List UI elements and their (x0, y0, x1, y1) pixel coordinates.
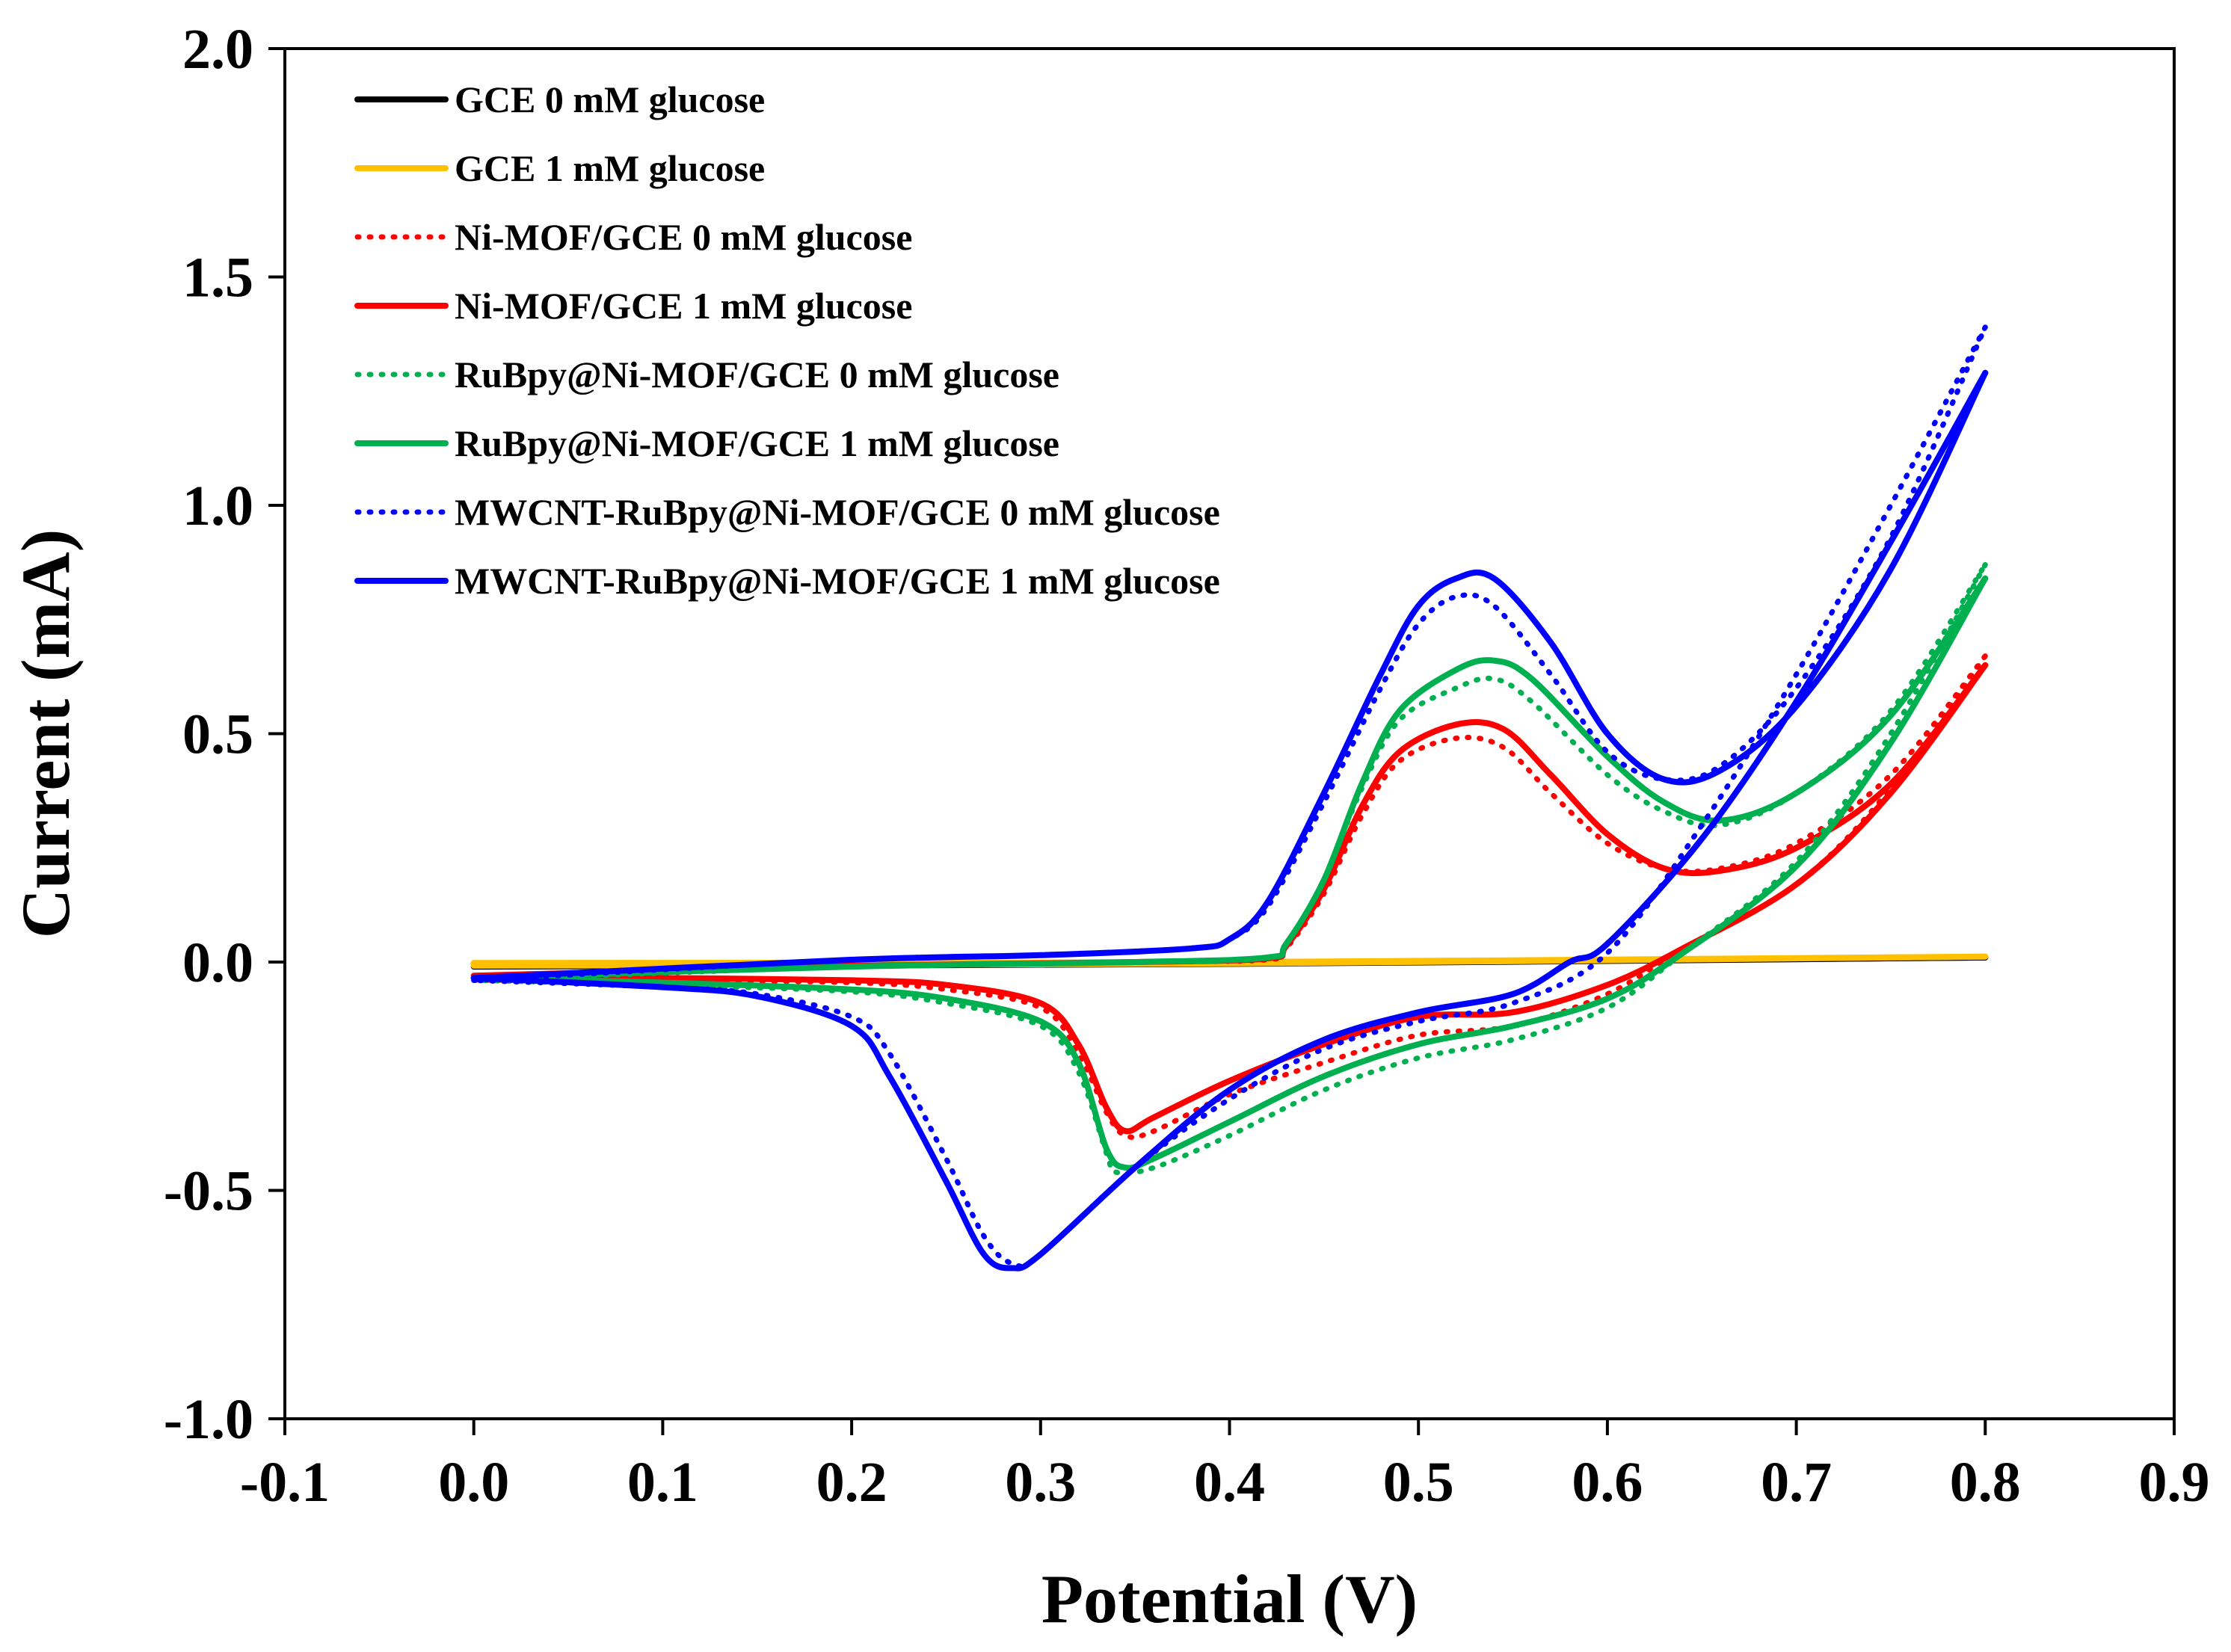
x-axis-title: Potential (V) (1041, 1561, 1418, 1637)
y-axis: -1.0 -0.5 0.0 0.5 1.0 1.5 2.0 (164, 18, 285, 1451)
x-tick-label: 0.8 (1950, 1451, 2021, 1514)
x-tick-label: 0.9 (2139, 1451, 2210, 1514)
legend-label: RuBpy@Ni-MOF/GCE 0 mM glucose (455, 354, 1059, 395)
x-tick-label: 0.0 (438, 1451, 509, 1514)
series-line-forward (470, 369, 1989, 981)
legend-entry: MWCNT-RuBpy@Ni-MOF/GCE 1 mM glucose (354, 560, 1220, 602)
series-mwcnt-rubpy-ni-mof-gce-1-mm-glucose (470, 369, 1989, 1272)
y-tick-label: 1.5 (182, 247, 253, 309)
legend-label: GCE 1 mM glucose (455, 147, 765, 189)
legend-label: GCE 0 mM glucose (455, 78, 765, 120)
legend-label: MWCNT-RuBpy@Ni-MOF/GCE 1 mM glucose (455, 560, 1220, 602)
x-axis: -0.1 0.0 0.1 0.2 0.3 0.4 0.5 0.6 0.7 0.8 0.9 (240, 1419, 2210, 1514)
series-line-reverse (470, 369, 1989, 1272)
legend: GCE 0 mM glucose GCE 1 mM glucose Ni-MOF/G… (354, 78, 1220, 602)
x-tick-label: 0.4 (1194, 1451, 1265, 1514)
series-line-reverse (470, 662, 1989, 1135)
legend-entry: Ni-MOF/GCE 1 mM glucose (354, 285, 912, 327)
x-tick-label: -0.1 (240, 1451, 330, 1514)
legend-label: Ni-MOF/GCE 1 mM glucose (455, 285, 912, 327)
x-tick-label: 0.2 (816, 1451, 887, 1514)
plot-area (283, 47, 2176, 1420)
series-line-forward (470, 575, 1989, 981)
series-rubpy-ni-mof-gce-1-mm-glucose (470, 575, 1989, 1171)
legend-label: Ni-MOF/GCE 0 mM glucose (455, 216, 912, 258)
x-tick-label: 0.5 (1383, 1451, 1454, 1514)
legend-label: RuBpy@Ni-MOF/GCE 1 mM glucose (455, 422, 1059, 464)
legend-entry: GCE 1 mM glucose (354, 147, 765, 189)
x-tick-label: 0.6 (1572, 1451, 1643, 1514)
y-tick-label: -0.5 (164, 1160, 253, 1223)
x-tick-label: 0.3 (1005, 1451, 1076, 1514)
x-tick-label: 0.1 (627, 1451, 698, 1514)
y-tick-label: 0.5 (182, 703, 253, 766)
legend-label: MWCNT-RuBpy@Ni-MOF/GCE 0 mM glucose (455, 491, 1220, 533)
legend-entry: RuBpy@Ni-MOF/GCE 1 mM glucose (354, 422, 1059, 464)
legend-entry: MWCNT-RuBpy@Ni-MOF/GCE 0 mM glucose (354, 491, 1220, 533)
y-tick-label: 0.0 (182, 931, 253, 994)
x-tick-label: 0.7 (1761, 1451, 1832, 1514)
series-layer (470, 324, 1989, 1272)
y-tick-label: 2.0 (182, 18, 253, 81)
series-line-reverse (470, 575, 1989, 1171)
y-axis-title: Current (mA) (7, 529, 84, 939)
legend-entry: RuBpy@Ni-MOF/GCE 0 mM glucose (354, 354, 1059, 395)
series-line-reverse (471, 324, 1988, 1269)
y-tick-label: -1.0 (164, 1388, 253, 1451)
legend-entry: Ni-MOF/GCE 0 mM glucose (354, 216, 912, 258)
legend-entry: GCE 0 mM glucose (354, 78, 765, 120)
y-tick-label: 1.0 (182, 475, 253, 537)
